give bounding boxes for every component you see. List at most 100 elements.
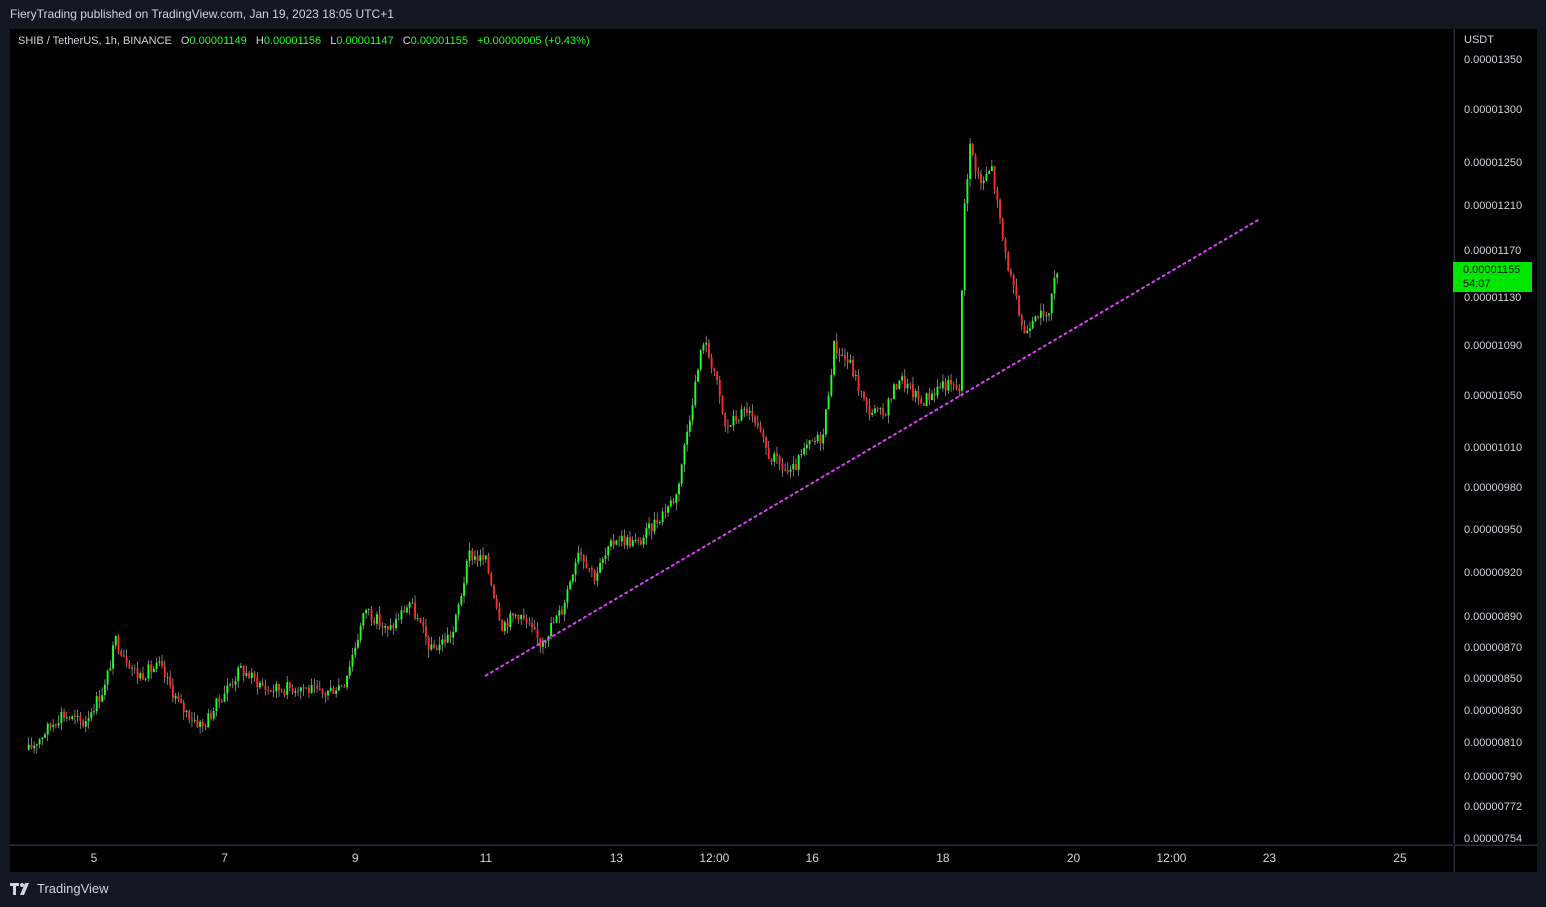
symbol-title[interactable]: SHIB / TetherUS, 1h, BINANCE <box>18 35 172 47</box>
candle-down <box>403 610 406 613</box>
candle-up <box>941 381 944 389</box>
candle-down <box>493 584 495 599</box>
candle-up <box>683 444 686 465</box>
candle-down <box>269 690 272 692</box>
candle-up <box>57 722 60 726</box>
candle-up <box>645 528 648 538</box>
candle-up <box>286 682 289 695</box>
price-tick-label: 0.00000830 <box>1464 704 1523 717</box>
candle-down <box>264 685 267 690</box>
published-by-text: FieryTrading published on TradingView.co… <box>10 7 394 21</box>
candle-down <box>54 724 57 726</box>
candle-up <box>60 712 63 723</box>
candle-down <box>852 359 855 377</box>
candle-down <box>373 620 376 624</box>
candle-down <box>291 687 294 693</box>
candle-up <box>223 693 226 702</box>
candle-up <box>982 180 985 184</box>
candle-up <box>411 602 414 604</box>
candle-down <box>958 388 961 392</box>
time-tick-label: 11 <box>479 851 493 865</box>
candle-down <box>996 189 999 200</box>
candle-up <box>52 724 55 727</box>
candle-up <box>272 691 275 693</box>
candle-down <box>868 405 871 415</box>
candle-down <box>340 685 343 687</box>
candle-down <box>770 458 773 462</box>
candle-up <box>109 668 112 671</box>
candle-up <box>452 631 455 638</box>
candle-up <box>239 665 242 668</box>
candle-down <box>580 552 582 555</box>
change-value: +0.00000005 (+0.43%) <box>477 35 590 47</box>
candle-down <box>68 717 71 719</box>
candlestick-plot <box>27 138 1260 754</box>
candle-up <box>648 523 651 529</box>
candle-up <box>346 675 348 688</box>
candle-down <box>950 379 953 385</box>
candle-down <box>759 425 762 433</box>
price-tick-label: 0.00001170 <box>1464 245 1522 258</box>
candle-down <box>593 569 596 581</box>
candle-up <box>87 718 90 721</box>
candle-up <box>41 737 44 740</box>
candle-up <box>822 434 825 444</box>
candle-down <box>876 408 879 410</box>
candle-down <box>307 687 310 693</box>
candle-up <box>634 540 637 541</box>
candle-up <box>729 425 732 427</box>
candle-up <box>558 610 561 616</box>
candle-down <box>125 656 128 663</box>
chart-pane[interactable] <box>10 29 1453 844</box>
support-trendline[interactable] <box>484 218 1260 677</box>
candle-up <box>329 687 332 691</box>
candle-down <box>256 677 259 688</box>
candle-up <box>947 379 950 391</box>
candle-down <box>248 672 251 679</box>
candle-up <box>103 684 106 696</box>
candle-down <box>136 668 139 679</box>
candle-down <box>721 395 724 414</box>
candle-up <box>667 506 670 513</box>
time-axis[interactable] <box>10 845 1453 872</box>
candle-down <box>928 393 931 400</box>
candle-up <box>887 398 890 416</box>
candle-up <box>395 619 397 629</box>
high-key: H <box>255 35 264 47</box>
axis-corner <box>1454 845 1537 872</box>
candle-up <box>740 409 743 421</box>
tradingview-brand[interactable]: TradingView <box>10 881 109 896</box>
candle-up <box>808 440 811 445</box>
candle-down <box>128 662 131 669</box>
candle-down <box>444 639 446 643</box>
candle-up <box>454 614 457 632</box>
candle-down <box>1037 316 1040 318</box>
time-tick-label: 23 <box>1262 851 1277 865</box>
candle-up <box>152 668 155 673</box>
candle-up <box>101 695 104 702</box>
candle-up <box>841 355 844 357</box>
candle-down <box>231 684 234 685</box>
candle-up <box>294 691 297 693</box>
candle-down <box>201 721 204 727</box>
candle-down <box>424 626 427 638</box>
price-tick-label: 0.00000772 <box>1464 801 1523 814</box>
candle-down <box>955 384 958 389</box>
price-axis[interactable] <box>1454 29 1537 844</box>
candle-down <box>120 651 123 656</box>
candle-up <box>408 602 411 608</box>
candle-down <box>884 414 887 416</box>
candle-up <box>438 644 441 651</box>
candle-up <box>789 469 792 472</box>
candle-up <box>833 340 836 375</box>
candle-down <box>735 416 738 421</box>
candle-up <box>830 374 833 396</box>
candle-up <box>1039 310 1042 318</box>
candle-down <box>525 618 528 623</box>
candle-down <box>762 432 765 438</box>
candle-up <box>563 602 566 615</box>
candle-up <box>658 522 661 523</box>
candle-up <box>400 610 403 620</box>
candle-down <box>1042 310 1045 317</box>
candle-down <box>182 702 185 713</box>
